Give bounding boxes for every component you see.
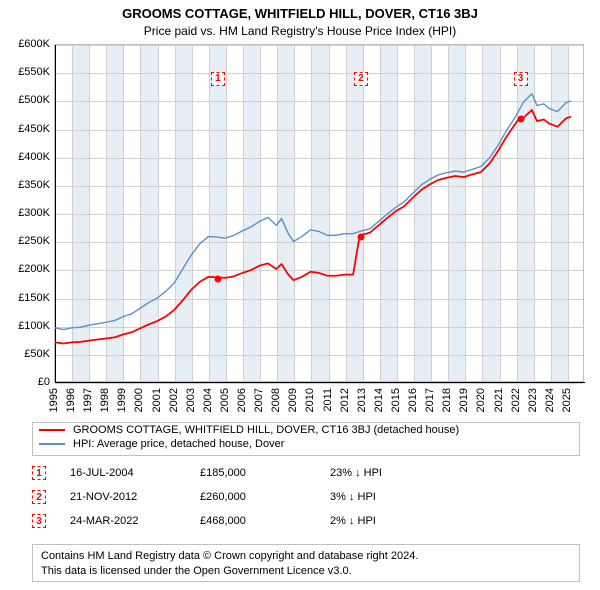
gridline-h xyxy=(55,383,583,384)
x-tick-label: 1998 xyxy=(99,388,111,412)
sale-delta: 23% ↓ HPI xyxy=(330,467,460,479)
chart-frame: GROOMS COTTAGE, WHITFIELD HILL, DOVER, C… xyxy=(0,0,600,590)
series-property xyxy=(55,110,571,344)
y-tick-label: £400K xyxy=(18,151,50,163)
y-tick-label: £50K xyxy=(24,348,50,360)
y-tick-label: £150K xyxy=(18,292,50,304)
legend-label: HPI: Average price, detached house, Dove… xyxy=(73,438,284,450)
y-tick-label: £500K xyxy=(18,94,50,106)
y-tick-label: £550K xyxy=(18,66,50,78)
sale-marker: 2 xyxy=(354,72,368,86)
y-tick-label: £300K xyxy=(18,207,50,219)
sale-delta: 3% ↓ HPI xyxy=(330,491,460,503)
x-tick-label: 2020 xyxy=(475,388,487,412)
x-tick-label: 2002 xyxy=(168,388,180,412)
sale-delta: 2% ↓ HPI xyxy=(330,515,460,527)
x-axis xyxy=(55,382,585,383)
x-tick-label: 2011 xyxy=(322,388,334,412)
x-tick-label: 2024 xyxy=(544,388,556,412)
x-tick-label: 2004 xyxy=(202,388,214,412)
attribution-line-2: This data is licensed under the Open Gov… xyxy=(41,564,571,579)
series-hpi xyxy=(55,94,571,330)
x-tick-label: 2000 xyxy=(133,388,145,412)
x-tick-label: 2022 xyxy=(510,388,522,412)
x-tick-label: 2005 xyxy=(219,388,231,412)
x-tick-label: 2003 xyxy=(185,388,197,412)
y-tick-label: £350K xyxy=(18,179,50,191)
sale-dot xyxy=(357,233,364,240)
x-tick-label: 2018 xyxy=(441,388,453,412)
legend-box: GROOMS COTTAGE, WHITFIELD HILL, DOVER, C… xyxy=(32,422,580,456)
legend-swatch xyxy=(39,443,65,445)
y-tick-label: £600K xyxy=(18,38,50,50)
y-tick-label: £100K xyxy=(18,320,50,332)
x-tick-label: 2007 xyxy=(253,388,265,412)
legend-label: GROOMS COTTAGE, WHITFIELD HILL, DOVER, C… xyxy=(73,424,459,436)
legend-item: HPI: Average price, detached house, Dove… xyxy=(33,437,579,451)
x-tick-label: 2019 xyxy=(458,388,470,412)
legend-swatch xyxy=(39,429,65,431)
y-tick-label: £200K xyxy=(18,263,50,275)
attribution-line-1: Contains HM Land Registry data © Crown c… xyxy=(41,549,571,564)
legend-item: GROOMS COTTAGE, WHITFIELD HILL, DOVER, C… xyxy=(33,423,579,437)
x-tick-label: 2025 xyxy=(561,388,573,412)
x-tick-label: 2012 xyxy=(339,388,351,412)
x-tick-label: 2013 xyxy=(356,388,368,412)
y-tick-label: £450K xyxy=(18,123,50,135)
x-tick-label: 1999 xyxy=(116,388,128,412)
sale-price: £468,000 xyxy=(200,515,330,527)
sale-price: £185,000 xyxy=(200,467,330,479)
sale-marker: 3 xyxy=(32,514,46,528)
line-layer xyxy=(55,45,583,381)
x-tick-label: 2017 xyxy=(424,388,436,412)
chart-subtitle: Price paid vs. HM Land Registry's House … xyxy=(0,24,600,38)
x-tick-label: 2001 xyxy=(151,388,163,412)
x-tick-label: 2015 xyxy=(390,388,402,412)
chart-title: GROOMS COTTAGE, WHITFIELD HILL, DOVER, C… xyxy=(0,6,600,21)
sale-marker: 3 xyxy=(514,72,528,86)
x-tick-label: 1995 xyxy=(48,388,60,412)
sale-marker: 2 xyxy=(32,490,46,504)
sale-marker: 1 xyxy=(32,466,46,480)
sale-date: 24-MAR-2022 xyxy=(70,515,200,527)
x-tick-label: 2010 xyxy=(304,388,316,412)
x-tick-label: 2006 xyxy=(236,388,248,412)
x-tick-label: 2016 xyxy=(407,388,419,412)
sale-dot xyxy=(517,116,524,123)
sale-marker: 1 xyxy=(211,72,225,86)
table-row: 2 21-NOV-2012£260,0003% ↓ HPI xyxy=(32,488,460,506)
table-row: 1 16-JUL-2004£185,00023% ↓ HPI xyxy=(32,464,460,482)
sale-dot xyxy=(214,275,221,282)
x-tick-label: 1997 xyxy=(82,388,94,412)
x-tick-label: 2009 xyxy=(287,388,299,412)
sale-date: 21-NOV-2012 xyxy=(70,491,200,503)
x-tick-label: 2008 xyxy=(270,388,282,412)
y-tick-label: £250K xyxy=(18,235,50,247)
sale-date: 16-JUL-2004 xyxy=(70,467,200,479)
x-tick-label: 2023 xyxy=(527,388,539,412)
plot-area: 1 2 3 xyxy=(54,44,584,382)
attribution-box: Contains HM Land Registry data © Crown c… xyxy=(32,544,580,582)
x-tick-label: 2021 xyxy=(493,388,505,412)
x-tick-label: 2014 xyxy=(373,388,385,412)
table-row: 3 24-MAR-2022£468,0002% ↓ HPI xyxy=(32,512,460,530)
y-tick-label: £0 xyxy=(38,376,50,388)
x-tick-label: 1996 xyxy=(65,388,77,412)
sale-price: £260,000 xyxy=(200,491,330,503)
